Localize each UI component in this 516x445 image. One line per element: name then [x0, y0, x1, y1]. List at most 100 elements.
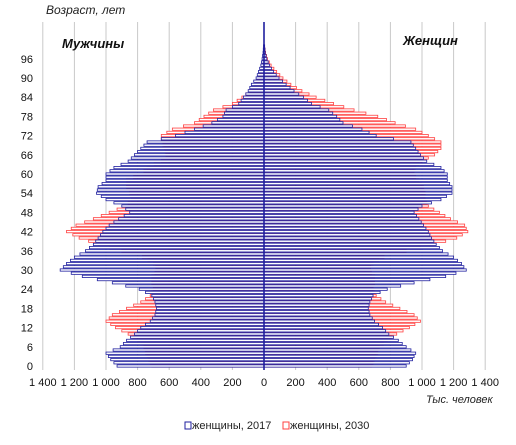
series-2017-male-bar-age-67: [137, 150, 265, 154]
series-2017-female-bar-age-78: [263, 114, 338, 118]
series-2017-female-bar-age-92: [263, 70, 274, 74]
series-2017-female-bar-age-89: [263, 79, 283, 83]
series-2017-male-bar-age-21: [152, 297, 265, 301]
series-2017-female-bar-age-83: [263, 98, 308, 102]
series-2017-male-bar-age-22: [151, 294, 265, 298]
series-2017-female-bar-age-24: [263, 287, 388, 291]
series-2017-female-bar-age-77: [263, 118, 341, 122]
x-tick-14: 1 400: [471, 377, 499, 389]
series-2017-male-bar-age-36: [85, 249, 265, 253]
x-tick-5: 400: [192, 377, 210, 389]
x-tick-0: 1 400: [29, 377, 57, 389]
series-2017-male-bar-age-0: [116, 364, 265, 368]
series-2017-female-bar-age-80: [263, 108, 330, 112]
female-side-label: Женщин: [402, 33, 458, 48]
series-2017-male-bar-age-64: [127, 159, 265, 163]
series-2017-female-bar-age-42: [263, 230, 429, 234]
series-2017-female-bar-age-36: [263, 249, 443, 253]
series-2017-female-bar-age-13: [263, 322, 379, 326]
series-2017-female-bar-age-0: [263, 364, 407, 368]
series-2017-female-bar-age-67: [263, 150, 419, 154]
series-2017-male-bar-age-49: [125, 207, 265, 211]
age-tick-6: 6: [27, 342, 33, 354]
series-2017-male-bar-age-84: [243, 95, 265, 99]
series-2017-female-bar-age-61: [263, 169, 445, 173]
series-2017-male-bar-age-60: [105, 172, 265, 176]
series-2017-female-bar-age-51: [263, 201, 432, 205]
series-2017-female-bar-age-9: [263, 335, 394, 339]
series-2017-female-bar-age-76: [263, 121, 344, 125]
legend-swatch-2017: [184, 421, 192, 430]
series-2017-male-bar-age-8: [126, 338, 265, 342]
series-2017-male-bar-age-3: [107, 354, 265, 358]
series-2017-female-bar-age-20: [263, 300, 371, 304]
series-2017-female-bar-age-28: [263, 274, 447, 278]
series-2017-female-bar-age-54: [263, 191, 453, 195]
series-2017-male-bar-age-40: [97, 236, 265, 240]
series-2017-female-bar-age-90: [263, 76, 280, 80]
series-2017-female-bar-age-53: [263, 194, 447, 198]
series-2017-male-bar-age-38: [92, 242, 265, 246]
series-2017-male-bar-age-37: [89, 246, 265, 250]
series-2017-male-bar-age-82: [238, 102, 265, 106]
series-2017-female-bar-age-59: [263, 175, 448, 179]
legend-label-2017: женщины, 2017: [192, 420, 271, 432]
series-2017-female-bar-age-70: [263, 140, 412, 144]
x-tick-8: 200: [286, 377, 304, 389]
x-tick-4: 600: [160, 377, 178, 389]
series-2017-female-bar-age-81: [263, 105, 321, 109]
series-2017-female-bar-age-62: [263, 166, 442, 170]
series-2017-female-bar-age-40: [263, 236, 432, 240]
series-2017-male-bar-age-4: [105, 351, 265, 355]
series-2017-female-bar-age-94: [263, 63, 270, 67]
series-2017-female-bar-age-66: [263, 153, 421, 157]
series-2017-male-bar-age-90: [255, 76, 265, 80]
series-2017-male-bar-age-32: [66, 262, 265, 266]
series-2017-male-bar-age-62: [113, 166, 265, 170]
age-tick-96: 96: [21, 54, 33, 66]
x-tick-12: 1 000: [408, 377, 436, 389]
series-2017-female-bar-age-71: [263, 137, 394, 141]
series-2017-male-bar-age-35: [79, 252, 265, 256]
age-tick-48: 48: [21, 207, 33, 219]
series-2017-male-bar-age-59: [105, 175, 265, 179]
series-2017-female-bar-age-3: [263, 354, 415, 358]
series-2017-male-bar-age-20: [154, 300, 265, 304]
series-2017-male-bar-age-74: [194, 127, 265, 131]
series-2017-female-bar-age-10: [263, 332, 390, 336]
series-2017-female-bar-age-64: [263, 159, 428, 163]
series-2017-female-bar-age-65: [263, 156, 424, 160]
series-2017-female-bar-age-7: [263, 342, 403, 346]
series-2017-female-bar-age-19: [263, 303, 370, 307]
series-2017-female-bar-age-73: [263, 130, 370, 134]
series-2017-female-bar-age-17: [263, 310, 370, 314]
x-tick-6: 200: [223, 377, 241, 389]
age-tick-24: 24: [21, 284, 33, 296]
y-axis-label: Возраст, лет: [46, 3, 125, 17]
series-2017-female-bar-age-27: [263, 278, 431, 282]
series-2017-female-bar-age-18: [263, 306, 369, 310]
series-2017-male-bar-age-19: [155, 303, 265, 307]
series-2017-female-bar-age-15: [263, 316, 373, 320]
series-2017-male-bar-age-92: [258, 70, 265, 74]
male-side-label: Мужчины: [62, 36, 124, 51]
series-2017-male-bar-age-9: [130, 335, 265, 339]
series-2017-female-bar-age-8: [263, 338, 399, 342]
series-2017-female-bar-age-74: [263, 127, 363, 131]
series-2017-male-bar-age-57: [101, 182, 265, 186]
series-2017-male-bar-age-91: [256, 73, 265, 77]
x-tick-13: 1 200: [440, 377, 468, 389]
series-2017-female-bar-age-45: [263, 220, 422, 224]
series-2017-female-bar-age-84: [263, 95, 304, 99]
series-2017-male-bar-age-23: [145, 290, 265, 294]
series-2017-female-bar-age-48: [263, 210, 415, 214]
series-2017-male-bar-age-58: [105, 178, 265, 182]
series-2017-male-bar-age-86: [247, 89, 265, 93]
series-2017-male-bar-age-39: [95, 239, 265, 243]
series-2017-female-bar-age-58: [263, 178, 448, 182]
series-2017-male-bar-age-70: [146, 140, 265, 144]
series-2017-female-bar-age-16: [263, 313, 371, 317]
series-2017-male-bar-age-31: [62, 265, 265, 269]
series-2017-male-bar-age-7: [122, 342, 265, 346]
